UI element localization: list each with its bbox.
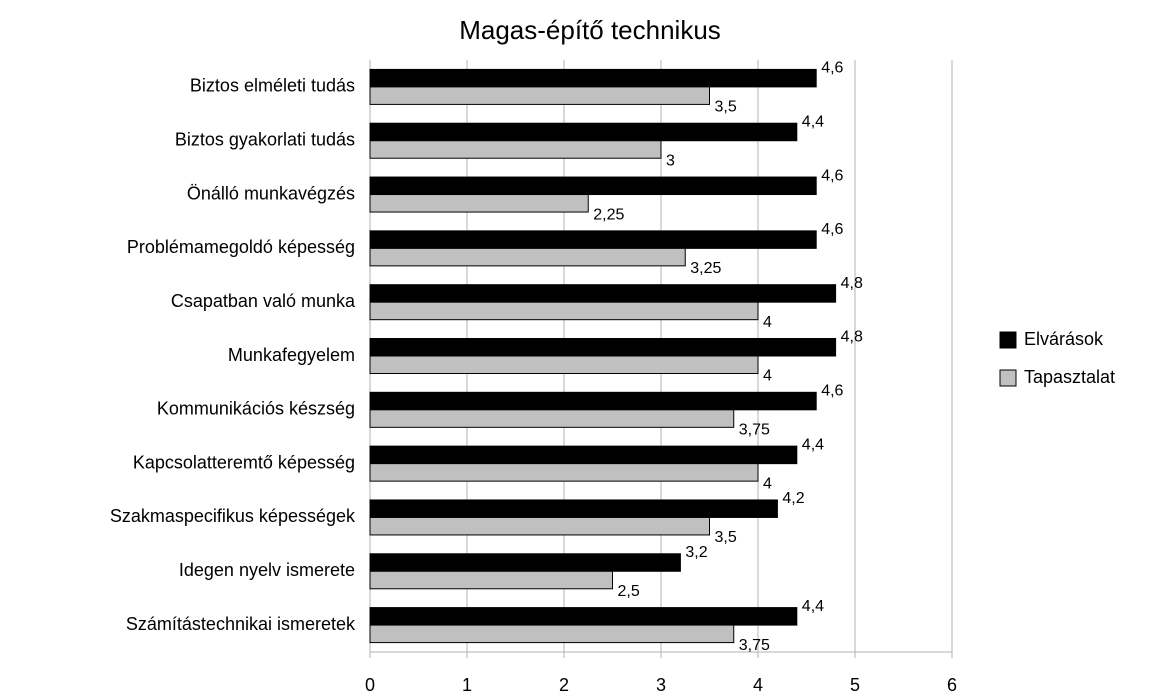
value-label: 4: [763, 314, 772, 331]
bar: [369, 409, 735, 428]
value-label: 4,6: [821, 221, 843, 238]
bar: [369, 176, 817, 196]
bar: [369, 463, 759, 482]
bar: [369, 570, 613, 590]
value-label: 4,4: [802, 598, 824, 615]
y-tick-label: Idegen nyelv ismerete: [179, 560, 355, 580]
value-label: 4,6: [821, 383, 843, 400]
y-tick-label: Számítástechnikai ismeretek: [126, 614, 356, 634]
x-tick-label: 2: [559, 675, 569, 693]
legend-swatch: [999, 331, 1017, 349]
bar: [369, 284, 837, 303]
bar: [369, 122, 798, 142]
y-tick-label: Munkafegyelem: [228, 345, 355, 365]
legend-label: Elvárások: [1024, 329, 1104, 349]
value-label: 2,5: [618, 583, 640, 600]
value-label: 3,5: [715, 529, 737, 546]
value-label: 4,2: [782, 490, 804, 507]
value-label: 3,75: [739, 637, 770, 654]
value-label: 4: [763, 475, 772, 492]
bar: [369, 553, 681, 572]
bar: [369, 68, 817, 88]
bar: [369, 86, 710, 105]
value-label: 3,75: [739, 422, 770, 439]
value-label: 3,25: [690, 260, 721, 277]
value-label: 3,2: [685, 544, 707, 561]
y-tick-label: Biztos elméleti tudás: [190, 76, 355, 96]
y-tick-label: Biztos gyakorlati tudás: [175, 129, 355, 149]
y-tick-label: Kommunikációs készség: [157, 399, 355, 419]
y-tick-label: Kapcsolatteremtő képesség: [133, 452, 355, 472]
x-tick-label: 3: [656, 675, 666, 693]
y-tick-label: Szakmaspecifikus képességek: [110, 506, 356, 526]
bar: [369, 301, 759, 321]
x-tick-label: 1: [462, 675, 472, 693]
legend-label: Tapasztalat: [1024, 367, 1115, 387]
x-tick-label: 6: [947, 675, 957, 693]
y-tick-label: Problémamegoldó képesség: [127, 237, 355, 257]
x-tick-label: 5: [850, 675, 860, 693]
bar: [369, 338, 837, 357]
legend-swatch: [999, 369, 1017, 387]
x-tick-label: 0: [365, 675, 375, 693]
bar: [369, 247, 686, 267]
bar: [369, 445, 798, 465]
bar: [369, 499, 778, 518]
bar: [369, 140, 662, 159]
y-tick-label: Csapatban való munka: [171, 291, 356, 311]
bar: [369, 355, 759, 374]
chart-title: Magas-építő technikus: [459, 15, 721, 45]
value-label: 4,4: [802, 436, 824, 453]
value-label: 2,25: [593, 206, 624, 223]
value-label: 4,6: [821, 60, 843, 77]
x-tick-label: 4: [753, 675, 763, 693]
value-label: 4,8: [841, 275, 863, 292]
bar: [369, 607, 798, 626]
value-label: 4,8: [841, 329, 863, 346]
bar: [369, 624, 735, 644]
bar: [369, 516, 710, 536]
value-label: 3,5: [715, 99, 737, 116]
bar: [369, 230, 817, 249]
value-label: 3: [666, 152, 675, 169]
y-tick-label: Önálló munkavégzés: [187, 183, 355, 203]
bar: [369, 194, 589, 213]
bar: [369, 391, 817, 411]
value-label: 4,6: [821, 167, 843, 184]
value-label: 4: [763, 368, 772, 385]
value-label: 4,4: [802, 113, 824, 130]
